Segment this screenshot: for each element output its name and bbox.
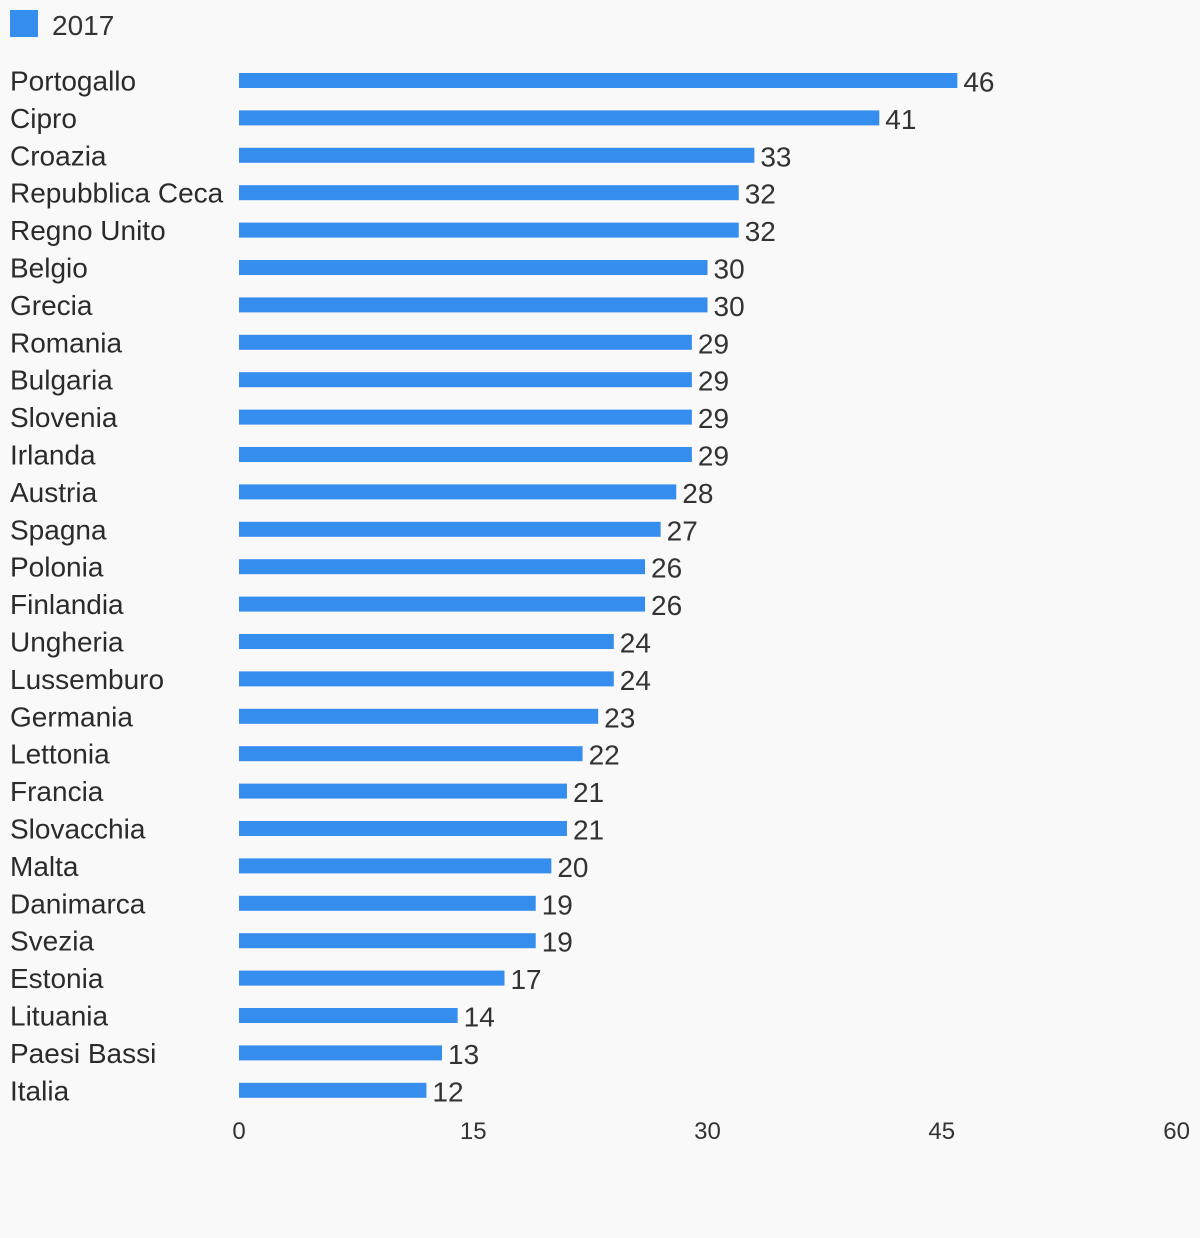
x-tick-label: 60 [1163, 1118, 1190, 1145]
data-label: 27 [667, 515, 698, 546]
category-label: Regno Unito [10, 215, 166, 246]
bar [239, 521, 661, 537]
category-label: Francia [10, 776, 104, 807]
category-label: Austria [10, 477, 98, 508]
category-label: Estonia [10, 963, 104, 994]
bar [239, 634, 614, 649]
data-label: 29 [698, 328, 729, 359]
category-label: Italia [10, 1075, 70, 1106]
bar [239, 559, 646, 575]
bar [239, 147, 755, 163]
category-label: Malta [10, 851, 79, 882]
data-label: 41 [885, 104, 916, 135]
data-label: 30 [714, 254, 745, 285]
x-tick-label: 30 [694, 1118, 721, 1145]
data-label: 22 [589, 740, 620, 771]
category-label: Spagna [10, 514, 107, 545]
data-label: 33 [760, 141, 791, 172]
category-label: Slovenia [10, 402, 118, 433]
bar [239, 73, 958, 88]
data-label: 21 [573, 815, 604, 846]
bar [239, 260, 708, 275]
category-label: Romania [10, 327, 122, 358]
data-label: 21 [573, 777, 604, 808]
bar [239, 447, 692, 462]
category-label: Polonia [10, 552, 104, 583]
bar [239, 372, 692, 388]
data-label: 20 [557, 852, 588, 883]
data-label: 29 [698, 366, 729, 397]
bars-group: Portogallo 46 Cipro 41 Croazia 33 Repubblica C… [10, 66, 995, 1108]
data-label: 19 [542, 927, 573, 958]
bar [239, 708, 599, 724]
category-label: Repubblica Ceca [10, 178, 224, 209]
data-label: 24 [620, 665, 651, 696]
legend-label-2017: 2017 [52, 10, 114, 41]
data-label: 19 [542, 889, 573, 920]
category-label: Croazia [10, 140, 107, 171]
category-label: Belgio [10, 253, 88, 284]
data-label: 23 [604, 702, 635, 733]
category-label: Finlandia [10, 589, 124, 620]
bar [239, 895, 536, 911]
category-label: Danimarca [10, 888, 146, 919]
data-label: 28 [682, 478, 713, 509]
data-label: 29 [698, 403, 729, 434]
data-label: 14 [464, 1002, 495, 1033]
bar [239, 746, 583, 762]
data-label: 26 [651, 553, 682, 584]
category-label: Cipro [10, 103, 77, 134]
bar [239, 596, 646, 612]
category-label: Lussemburo [10, 664, 164, 695]
category-label: Irlanda [10, 440, 96, 471]
category-label: Portogallo [10, 66, 136, 97]
category-label: Ungheria [10, 627, 124, 658]
bar [239, 783, 567, 799]
legend: 2017 [10, 10, 114, 41]
category-label: Bulgaria [10, 365, 113, 396]
bar [239, 297, 708, 313]
bar [239, 821, 567, 836]
data-label: 46 [963, 67, 994, 98]
category-label: Slovacchia [10, 814, 146, 845]
data-label: 13 [448, 1039, 479, 1070]
bar [239, 409, 692, 425]
data-label: 12 [432, 1076, 463, 1107]
data-label: 32 [745, 216, 776, 247]
x-axis: 0 15 30 45 60 [232, 1118, 1190, 1145]
data-label: 29 [698, 441, 729, 472]
bar [239, 484, 677, 500]
category-label: Germania [10, 701, 133, 732]
data-label: 26 [651, 590, 682, 621]
x-tick-label: 45 [928, 1118, 955, 1145]
category-label: Lettonia [10, 739, 110, 770]
bar [239, 334, 692, 350]
category-label: Svezia [10, 926, 94, 957]
category-label: Grecia [10, 290, 93, 321]
bar [239, 970, 505, 986]
bar [239, 185, 739, 201]
x-tick-label: 15 [460, 1118, 487, 1145]
bar [239, 933, 536, 949]
legend-swatch-2017 [10, 10, 38, 37]
data-label: 32 [745, 179, 776, 210]
bar [239, 110, 880, 126]
data-label: 24 [620, 628, 651, 659]
x-tick-label: 0 [232, 1118, 245, 1145]
bar [239, 1045, 443, 1061]
bar [239, 858, 552, 874]
category-label: Paesi Bassi [10, 1038, 156, 1069]
bar [239, 1008, 458, 1023]
bar [239, 1082, 427, 1098]
category-label: Lituania [10, 1001, 109, 1032]
data-label: 17 [510, 964, 541, 995]
bar [239, 222, 739, 238]
bar [239, 671, 614, 687]
data-label: 30 [714, 291, 745, 322]
